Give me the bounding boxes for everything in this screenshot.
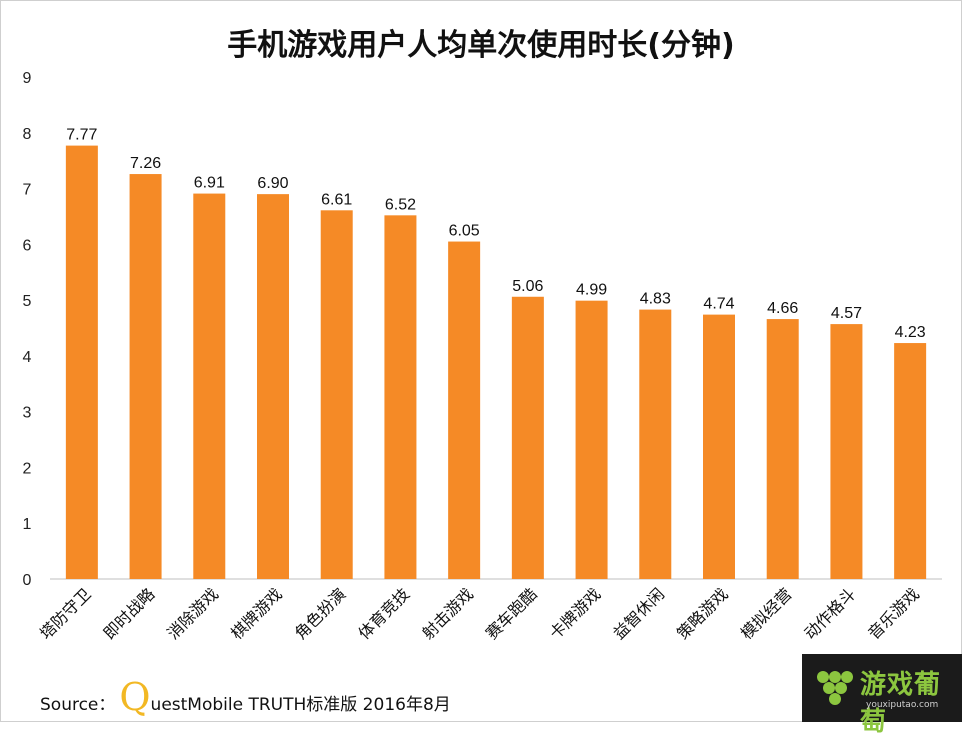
y-tick-label: 5 bbox=[23, 293, 32, 310]
data-label: 6.91 bbox=[194, 175, 225, 192]
bar-12 bbox=[766, 319, 799, 579]
x-tick-label: 角色扮演 bbox=[291, 584, 350, 643]
y-tick-label: 7 bbox=[23, 182, 32, 199]
y-tick-label: 6 bbox=[23, 237, 32, 254]
x-tick-label: 即时战略 bbox=[100, 584, 159, 643]
data-label: 7.77 bbox=[66, 127, 97, 144]
x-tick-label: 动作格斗 bbox=[801, 584, 860, 643]
grape-icon bbox=[817, 671, 853, 705]
data-label: 4.99 bbox=[576, 282, 607, 299]
bar-9 bbox=[575, 300, 608, 579]
y-tick-label: 4 bbox=[23, 349, 32, 366]
bar-11 bbox=[703, 314, 735, 579]
source-note: Source： Q uestMobile TRUTH标准版 2016年8月 bbox=[40, 675, 451, 719]
bar-13 bbox=[830, 324, 863, 579]
logo-url: youxiputao.com bbox=[866, 700, 939, 710]
y-tick-label: 2 bbox=[23, 460, 32, 477]
x-tick-label: 音乐游戏 bbox=[864, 584, 923, 643]
bar-6 bbox=[384, 215, 417, 579]
data-label: 5.06 bbox=[512, 278, 543, 295]
source-prefix: Source： bbox=[40, 695, 116, 715]
bar-chart: 0 1 2 3 4 5 6 7 8 9 7.77 塔防守卫 7.26 即时战略 6.91 消除游戏 6.90 棋牌… bbox=[23, 70, 942, 643]
questmobile-q-logo: Q bbox=[119, 675, 151, 719]
data-label: 4.23 bbox=[895, 324, 926, 341]
y-tick-label: 3 bbox=[23, 405, 32, 422]
source-text: uestMobile TRUTH标准版 2016年8月 bbox=[150, 695, 451, 715]
data-label: 6.05 bbox=[449, 223, 480, 240]
x-tick-label: 体育竞技 bbox=[355, 584, 414, 643]
x-tick-label: 塔防守卫 bbox=[36, 584, 95, 643]
x-tick-label: 模拟经营 bbox=[737, 584, 796, 643]
bar-2 bbox=[129, 174, 162, 579]
y-tick-label: 8 bbox=[23, 126, 32, 143]
bar-14 bbox=[894, 343, 927, 579]
y-tick-label: 0 bbox=[23, 572, 32, 589]
x-tick-label: 赛车跑酷 bbox=[482, 584, 541, 643]
youxiputao-logo: 游戏葡萄 youxiputao.com bbox=[802, 654, 962, 737]
x-tick-label: 益智休闲 bbox=[609, 584, 668, 643]
bar-7 bbox=[448, 241, 481, 580]
x-tick-label: 卡牌游戏 bbox=[546, 584, 605, 643]
bar-8 bbox=[511, 296, 544, 579]
data-label: 4.57 bbox=[831, 305, 862, 322]
bar-10 bbox=[639, 309, 672, 579]
x-tick-label: 策略游戏 bbox=[673, 584, 732, 643]
bar-3 bbox=[193, 193, 226, 579]
data-label: 4.83 bbox=[640, 291, 671, 308]
data-label: 4.66 bbox=[767, 300, 798, 317]
bar-5 bbox=[320, 210, 353, 579]
x-tick-label: 棋牌游戏 bbox=[227, 584, 286, 643]
y-tick-label: 1 bbox=[23, 516, 32, 533]
x-tick-label: 消除游戏 bbox=[163, 584, 222, 643]
data-label: 7.26 bbox=[130, 155, 161, 172]
x-tick-label: 射击游戏 bbox=[418, 584, 477, 643]
y-tick-label: 9 bbox=[23, 70, 32, 87]
bar-4 bbox=[257, 194, 289, 579]
data-label: 4.74 bbox=[703, 296, 734, 313]
chart-title: 手机游戏用户人均单次使用时长(分钟) bbox=[227, 28, 735, 63]
data-label: 6.52 bbox=[385, 196, 416, 213]
data-label: 6.90 bbox=[257, 175, 288, 192]
bar-1 bbox=[65, 145, 98, 579]
data-label: 6.61 bbox=[321, 191, 352, 208]
